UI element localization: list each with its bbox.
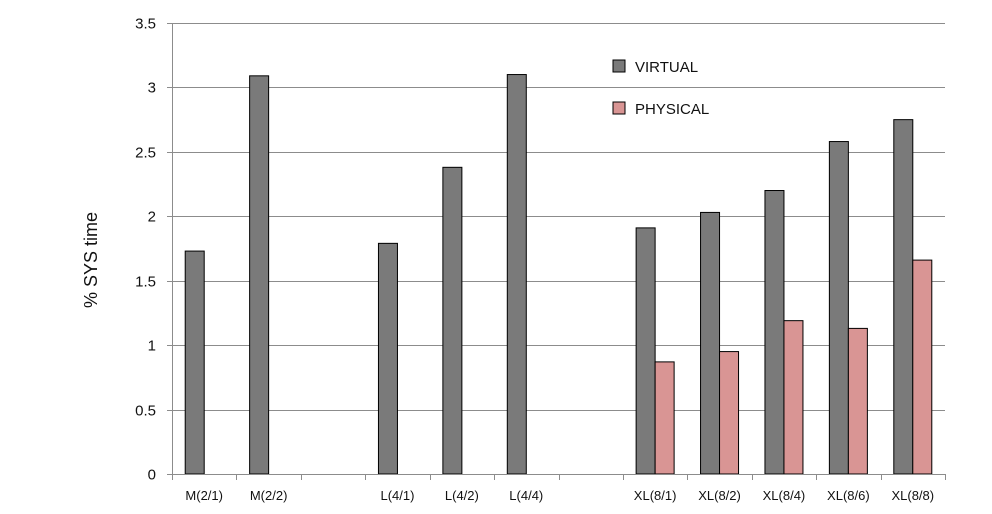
bar-virtual [893, 119, 914, 475]
y-tick-label: 3.5 [135, 16, 156, 33]
legend: VIRTUAL PHYSICAL [612, 59, 709, 118]
y-tick-label: 2.5 [135, 145, 156, 162]
y-tick-label: 1 [148, 338, 156, 355]
x-tick-label: L(4/2) [445, 488, 479, 503]
legend-label-virtual: VIRTUAL [635, 59, 698, 76]
bar-virtual [442, 166, 463, 475]
bar-virtual [700, 211, 721, 475]
bar-virtual [828, 141, 849, 475]
legend-label-physical: PHYSICAL [635, 101, 709, 118]
bar-physical [847, 327, 868, 475]
bar-virtual [764, 190, 785, 475]
bar-virtual [249, 75, 270, 475]
x-tick-label: L(4/1) [380, 488, 414, 503]
bar-physical [654, 361, 675, 475]
grid-layer [172, 23, 945, 411]
bar-virtual [377, 242, 398, 475]
y-tick-label: 0.5 [135, 403, 156, 420]
y-tick-label: 0 [148, 467, 156, 484]
x-tick-label: XL(8/1) [634, 488, 677, 503]
y-tick-label: 3 [148, 80, 156, 97]
y-tick-label: 2 [148, 209, 156, 226]
x-tick-label: M(2/2) [250, 488, 288, 503]
x-tick-label: XL(8/8) [891, 488, 934, 503]
label-layer: 0 0.5 1 1.5 2 2.5 3 3.5 M(2/1) M(2/2) L(4/1) L(4/2)… [135, 16, 934, 504]
y-tick-label: 1.5 [135, 274, 156, 291]
legend-swatch-virtual [612, 59, 626, 73]
x-tick-label: M(2/1) [185, 488, 223, 503]
x-tick-label: XL(8/2) [698, 488, 741, 503]
legend-swatch-physical [612, 101, 626, 115]
bar-virtual [184, 250, 205, 475]
bar-virtual [635, 227, 656, 475]
bar-physical [783, 320, 804, 475]
x-tick-label: L(4/4) [509, 488, 543, 503]
bar-virtual [506, 74, 527, 475]
bar-layer [184, 74, 933, 475]
x-tick-label: XL(8/4) [763, 488, 806, 503]
x-tick-label: XL(8/6) [827, 488, 870, 503]
y-axis-title: % SYS time [81, 212, 101, 308]
axis-layer [167, 23, 946, 480]
bar-physical [719, 351, 740, 475]
bar-physical [912, 259, 933, 475]
